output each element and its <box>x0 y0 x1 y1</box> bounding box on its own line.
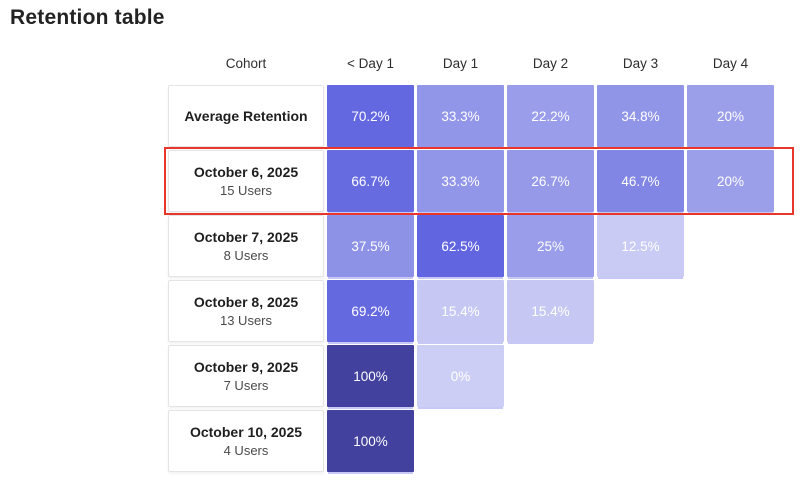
cohort-label: Average Retention <box>168 85 324 147</box>
cohort-label: October 9, 2025 7 Users <box>168 345 324 407</box>
retention-cell[interactable]: 20% <box>687 150 774 212</box>
table-row: October 6, 2025 15 Users 66.7% 33.3% 26.… <box>164 147 794 215</box>
cohort-name: Average Retention <box>184 107 308 124</box>
retention-cell[interactable]: 100% <box>327 410 414 472</box>
cohort-name: October 10, 2025 <box>189 423 303 440</box>
table-header-row: Cohort < Day 1 Day 1 Day 2 Day 3 Day 4 <box>168 48 774 78</box>
retention-cell[interactable]: 34.8% <box>597 85 684 147</box>
table-row: Average Retention 70.2% 33.3% 22.2% 34.8… <box>168 85 774 147</box>
cohort-label: October 10, 2025 4 Users <box>168 410 324 472</box>
retention-cell[interactable]: 100% <box>327 345 414 407</box>
cohort-name: October 6, 2025 <box>193 163 299 180</box>
cohort-size: 13 Users <box>219 313 273 329</box>
retention-cell[interactable]: 12.5% <box>597 215 684 277</box>
table-row: October 9, 2025 7 Users 100% 0% <box>168 345 774 407</box>
column-header-cohort: Cohort <box>225 55 267 71</box>
cohort-size: 4 Users <box>223 443 269 459</box>
cohort-label: October 6, 2025 15 Users <box>168 150 324 212</box>
cohort-name: October 9, 2025 <box>193 358 299 375</box>
retention-cell[interactable]: 33.3% <box>417 150 504 212</box>
retention-cell[interactable]: 33.3% <box>417 85 504 147</box>
cohort-size: 8 Users <box>223 248 269 264</box>
table-row: October 10, 2025 4 Users 100% <box>168 410 774 472</box>
cohort-label: October 8, 2025 13 Users <box>168 280 324 342</box>
retention-cell[interactable]: 15.4% <box>417 280 504 342</box>
column-header-day2: Day 2 <box>532 55 569 71</box>
table-row: October 7, 2025 8 Users 37.5% 62.5% 25% … <box>168 215 774 277</box>
column-header-day4: Day 4 <box>712 55 749 71</box>
retention-cell[interactable]: 69.2% <box>327 280 414 342</box>
retention-cell[interactable]: 20% <box>687 85 774 147</box>
column-header-day1: Day 1 <box>442 55 479 71</box>
retention-cell[interactable]: 25% <box>507 215 594 277</box>
retention-cell[interactable]: 26.7% <box>507 150 594 212</box>
retention-cell[interactable]: 66.7% <box>327 150 414 212</box>
cohort-size: 7 Users <box>223 378 269 394</box>
retention-table: Cohort < Day 1 Day 1 Day 2 Day 3 Day 4 A… <box>164 48 794 475</box>
retention-cell[interactable]: 0% <box>417 345 504 407</box>
page-title: Retention table <box>10 6 165 29</box>
retention-cell[interactable]: 62.5% <box>417 215 504 277</box>
retention-cell[interactable]: 37.5% <box>327 215 414 277</box>
retention-cell[interactable]: 46.7% <box>597 150 684 212</box>
cohort-size: 15 Users <box>219 183 273 199</box>
cohort-label: October 7, 2025 8 Users <box>168 215 324 277</box>
retention-cell[interactable]: 15.4% <box>507 280 594 342</box>
cohort-name: October 8, 2025 <box>193 293 299 310</box>
table-row: October 8, 2025 13 Users 69.2% 15.4% 15.… <box>168 280 774 342</box>
retention-cell[interactable]: 22.2% <box>507 85 594 147</box>
column-header-day3: Day 3 <box>622 55 659 71</box>
column-header-lt-day1: < Day 1 <box>347 55 394 71</box>
cohort-name: October 7, 2025 <box>193 228 299 245</box>
retention-cell[interactable]: 70.2% <box>327 85 414 147</box>
